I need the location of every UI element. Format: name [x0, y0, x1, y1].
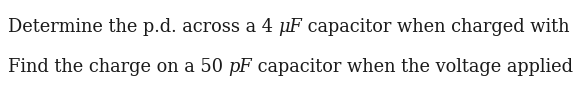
Text: μF: μF: [279, 18, 302, 36]
Text: Determine the p.d. across a 4: Determine the p.d. across a 4: [8, 18, 279, 36]
Text: pF: pF: [229, 58, 252, 76]
Text: Find the charge on a 50: Find the charge on a 50: [8, 58, 229, 76]
Text: capacitor when the voltage applied to it is 2: capacitor when the voltage applied to it…: [252, 58, 575, 76]
Text: capacitor when charged with 5: capacitor when charged with 5: [302, 18, 575, 36]
